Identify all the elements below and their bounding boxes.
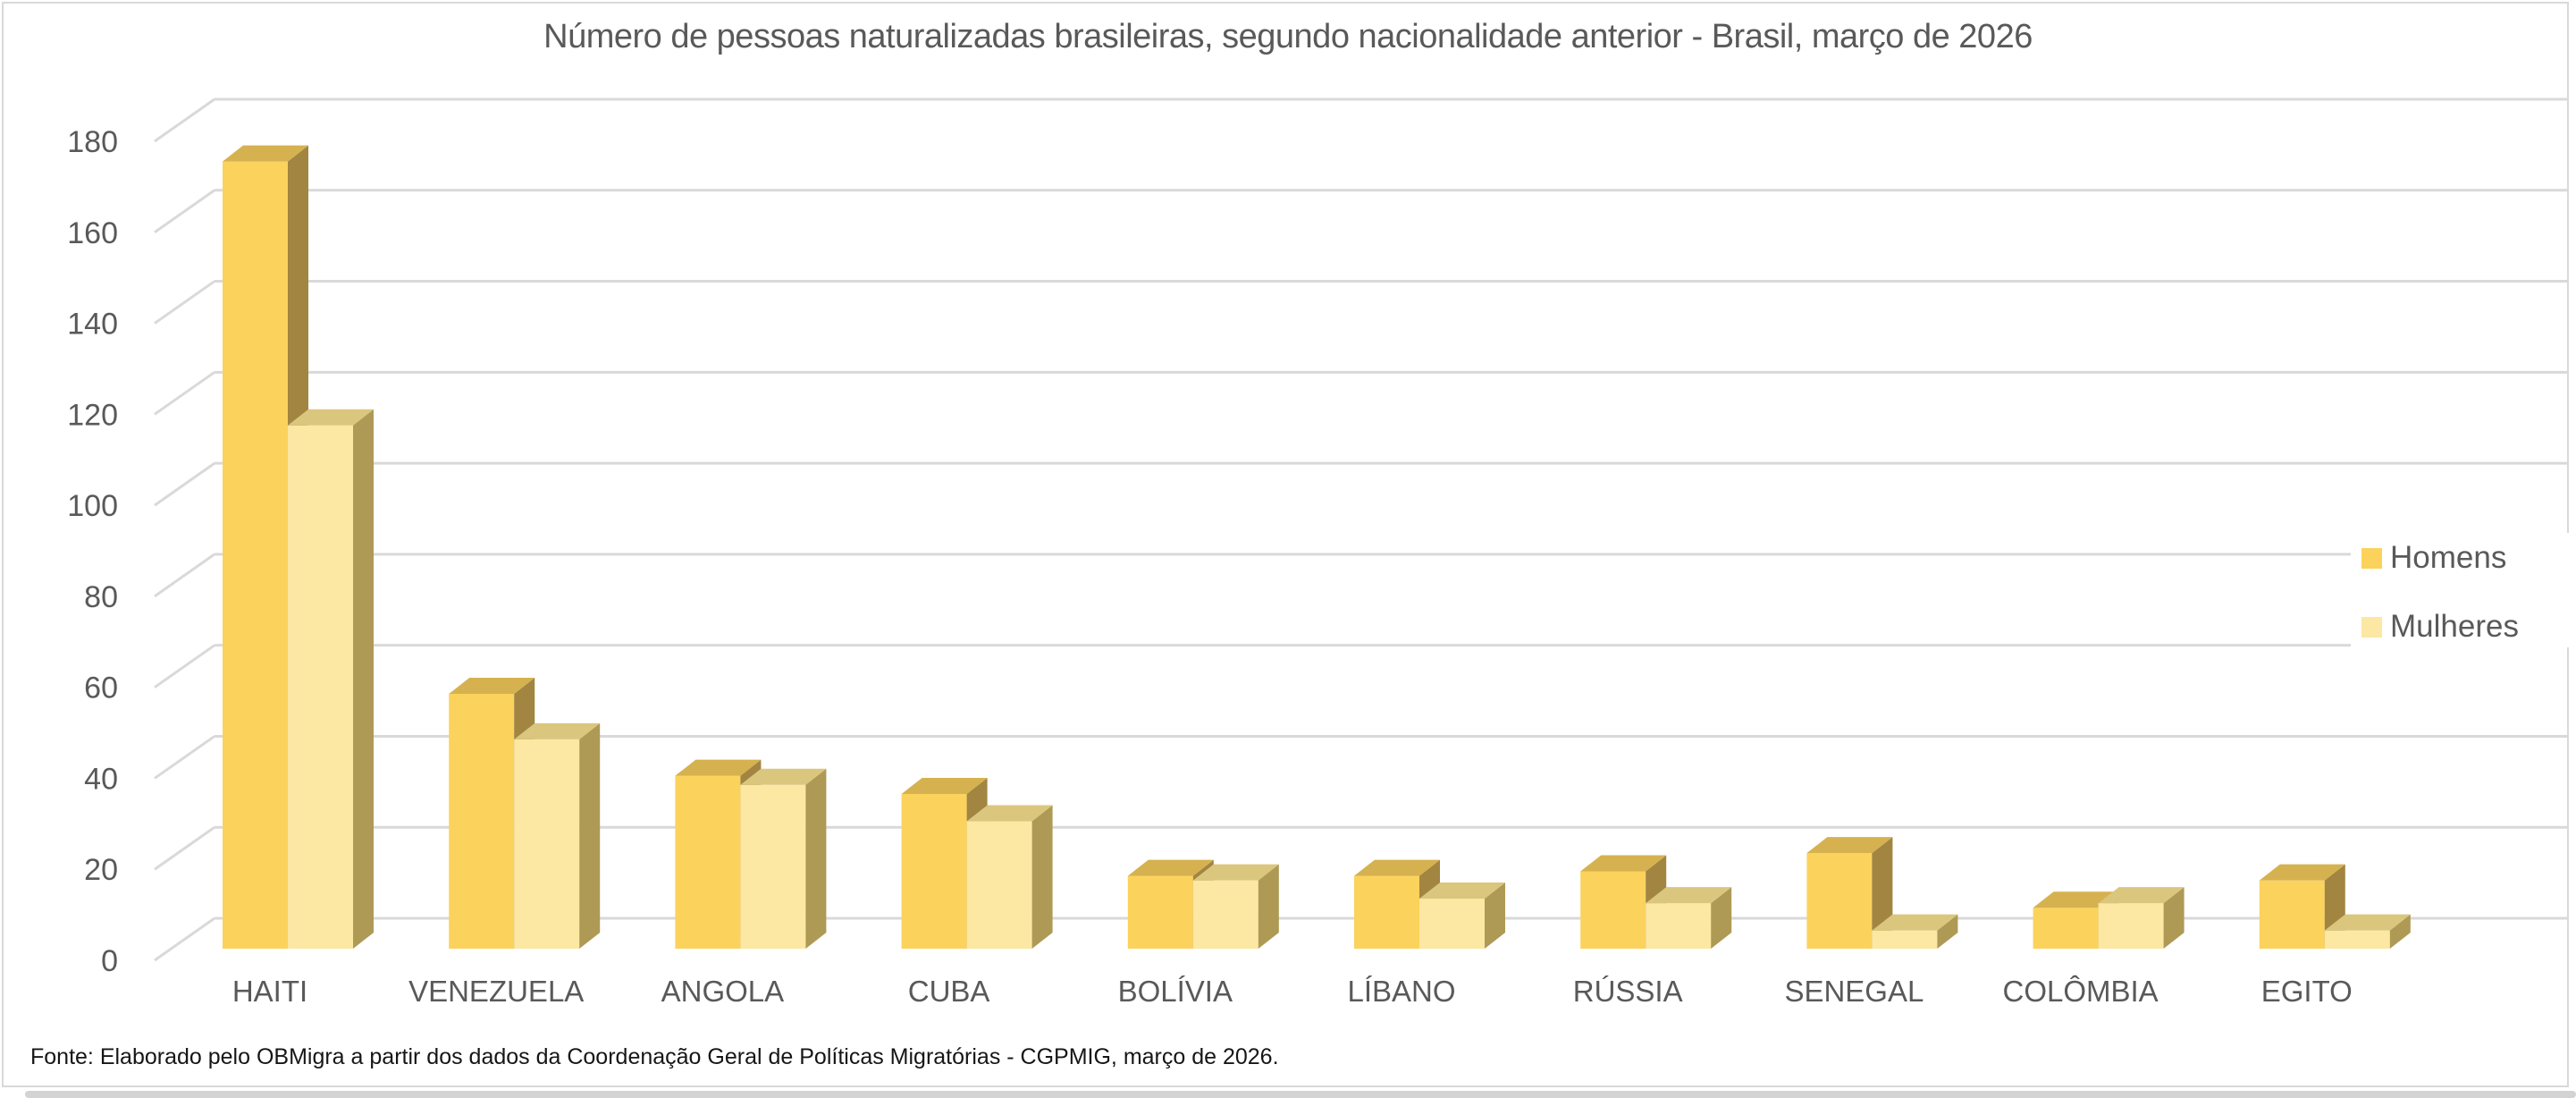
bar-homens-senegal-top bbox=[1806, 837, 1893, 854]
legend-label-mulheres: Mulheres bbox=[2390, 609, 2519, 644]
bar-homens-angola-top bbox=[675, 759, 762, 776]
bar-homens-cuba-front bbox=[901, 793, 967, 949]
x-category-label: COLÔMBIA bbox=[2002, 975, 2158, 1008]
x-category-label: RÚSSIA bbox=[1573, 975, 1683, 1008]
bar-homens-haiti-front bbox=[223, 161, 288, 950]
bar-homens-senegal-front bbox=[1806, 853, 1873, 949]
bar-mulheres-líbano-side bbox=[1485, 883, 1505, 949]
bar-mulheres-colômbia-front bbox=[2098, 903, 2164, 949]
bar-homens-haiti-top bbox=[223, 145, 308, 162]
bar-homens-angola-front bbox=[675, 775, 741, 949]
bar-mulheres-bolívia-side bbox=[1258, 864, 1279, 949]
x-category-label: HAITI bbox=[232, 975, 307, 1008]
legend: Homens Mulheres bbox=[2351, 533, 2576, 647]
legend-swatch-homens-icon bbox=[2361, 547, 2382, 569]
legend-item-homens: Homens bbox=[2361, 540, 2506, 576]
y-tick-label: 20 bbox=[84, 853, 118, 887]
bar-homens-egito-front bbox=[2259, 880, 2325, 949]
bar-homens-líbano-front bbox=[1354, 875, 1419, 949]
x-category-label: BOLÍVIA bbox=[1118, 975, 1233, 1008]
bar-homens-rússia-top bbox=[1580, 855, 1667, 872]
bar-mulheres-senegal-top bbox=[1872, 914, 1958, 931]
y-axis-tick bbox=[154, 461, 215, 507]
bar-mulheres-angola-front bbox=[740, 784, 806, 949]
y-tick-label: 100 bbox=[67, 489, 118, 523]
bar-mulheres-cuba-top bbox=[966, 805, 1053, 822]
bar-homens-bolívia-top bbox=[1127, 859, 1214, 876]
bar-mulheres-rússia-front bbox=[1646, 903, 1712, 949]
legend-label-homens: Homens bbox=[2390, 540, 2507, 575]
y-axis-tick bbox=[154, 916, 215, 962]
y-tick-label: 180 bbox=[67, 125, 118, 159]
y-tick-label: 120 bbox=[67, 398, 118, 432]
bar-homens-líbano-top bbox=[1354, 859, 1440, 876]
y-tick-label: 60 bbox=[84, 671, 118, 705]
bar-mulheres-rússia-side bbox=[1711, 887, 1732, 949]
x-category-label: SENEGAL bbox=[1784, 975, 1924, 1008]
bar-mulheres-angola-side bbox=[805, 768, 827, 949]
bar-homens-egito-top bbox=[2259, 864, 2345, 881]
bar-mulheres-rússia-top bbox=[1646, 887, 1732, 904]
bar-mulheres-colômbia-top bbox=[2098, 887, 2185, 904]
x-category-label: ANGOLA bbox=[661, 975, 785, 1008]
y-axis-tick bbox=[154, 825, 215, 871]
bar-mulheres-haiti-side bbox=[353, 409, 374, 949]
y-tick-label: 160 bbox=[67, 216, 118, 250]
bar-mulheres-egito-front bbox=[2324, 930, 2390, 949]
bar-mulheres-líbano-front bbox=[1419, 899, 1485, 949]
y-tick-label: 140 bbox=[67, 308, 118, 342]
bar-homens-colômbia-top bbox=[2033, 891, 2119, 908]
y-axis-tick bbox=[154, 735, 215, 780]
x-category-label: EGITO bbox=[2261, 975, 2353, 1008]
bar-mulheres-egito-top bbox=[2324, 914, 2411, 931]
y-axis-tick bbox=[154, 553, 215, 598]
legend-swatch-mulheres-icon bbox=[2361, 616, 2382, 638]
bar-mulheres-senegal-side bbox=[1937, 914, 1958, 949]
bar-homens-venezuela-front bbox=[449, 694, 515, 949]
bar-mulheres-venezuela-front bbox=[514, 739, 580, 949]
bar-mulheres-haiti-top bbox=[288, 409, 374, 426]
y-axis-tick bbox=[154, 644, 215, 688]
legend-item-mulheres: Mulheres bbox=[2361, 609, 2519, 645]
bar-mulheres-bolívia-top bbox=[1192, 864, 1279, 881]
horizontal-scrollbar-thumb[interactable] bbox=[25, 1091, 2576, 1098]
y-axis-tick bbox=[154, 280, 215, 325]
y-axis-tick bbox=[154, 189, 215, 234]
chart-title: Número de pessoas naturalizadas brasilei… bbox=[543, 18, 2033, 55]
bar-mulheres-angola-top bbox=[740, 768, 827, 785]
bar-mulheres-haiti-front bbox=[288, 425, 353, 949]
y-tick-label: 40 bbox=[84, 762, 118, 796]
bar-homens-venezuela-top bbox=[449, 678, 535, 695]
y-tick-label: 80 bbox=[84, 580, 118, 614]
bar-mulheres-líbano-top bbox=[1419, 883, 1505, 900]
x-category-label: LÍBANO bbox=[1347, 975, 1455, 1008]
bar-mulheres-cuba-front bbox=[966, 821, 1032, 949]
bar-mulheres-bolívia-front bbox=[1192, 880, 1259, 949]
y-axis-tick bbox=[154, 97, 215, 143]
x-category-label: VENEZUELA bbox=[408, 975, 584, 1008]
bar-homens-bolívia-front bbox=[1127, 875, 1193, 949]
bar-mulheres-venezuela-side bbox=[579, 722, 601, 949]
y-tick-label: 0 bbox=[101, 944, 118, 978]
bar-mulheres-egito-side bbox=[2389, 914, 2411, 949]
x-category-label: CUBA bbox=[908, 975, 990, 1008]
bar-homens-cuba-top bbox=[901, 777, 988, 794]
bar-homens-colômbia-front bbox=[2033, 908, 2099, 949]
y-axis-tick bbox=[154, 371, 215, 416]
bar-homens-rússia-front bbox=[1580, 871, 1646, 949]
bar-mulheres-cuba-side bbox=[1031, 805, 1053, 949]
bar-mulheres-colômbia-side bbox=[2163, 887, 2185, 949]
bar-mulheres-senegal-front bbox=[1872, 930, 1938, 949]
source-note: Fonte: Elaborado pelo OBMigra a partir d… bbox=[30, 1044, 1279, 1069]
bar-mulheres-venezuela-top bbox=[514, 722, 601, 739]
